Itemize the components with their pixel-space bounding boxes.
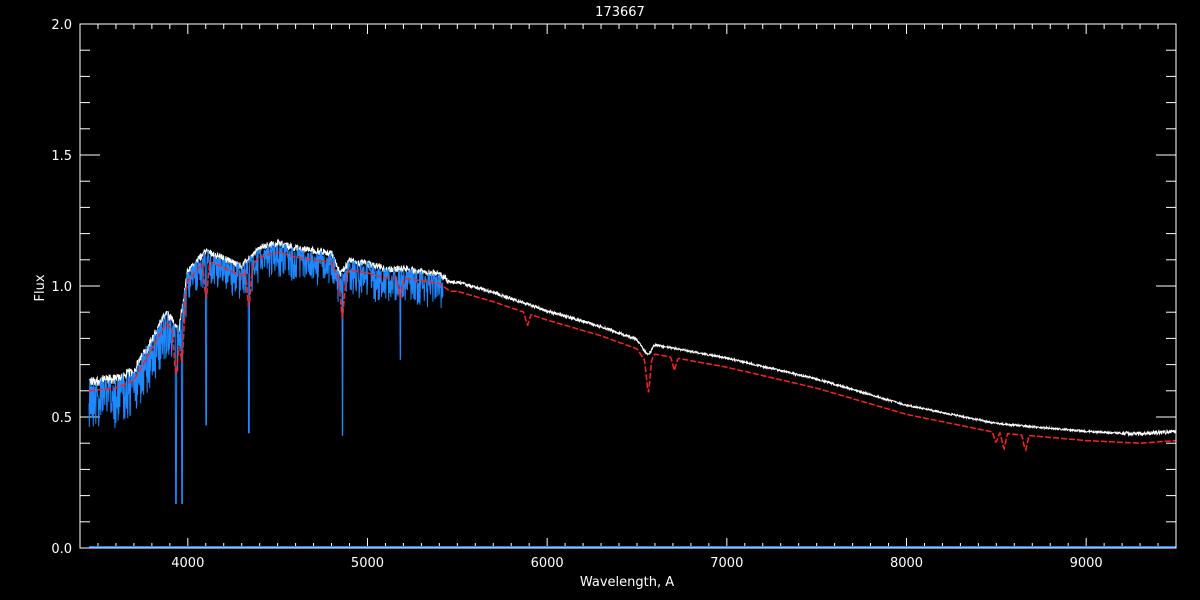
plot-frame — [79, 23, 1177, 549]
x-tick-label: 4000 — [171, 556, 204, 571]
x-tick-label: 6000 — [531, 556, 564, 571]
chart-title: 173667 — [595, 5, 645, 20]
y-tick-label: 2.0 — [51, 18, 72, 33]
series-group — [88, 238, 1177, 548]
y-tick-label: 1.5 — [51, 149, 72, 164]
y-tick-label: 0.0 — [51, 542, 72, 557]
x-tick-label: 8000 — [890, 556, 923, 571]
x-axis-label: Wavelength, A — [580, 575, 674, 590]
tick-labels: 4000 5000 6000 7000 8000 9000 0.0 0.5 1.0 1.5 2.0 — [51, 18, 1102, 571]
y-axis-label: Flux — [33, 274, 48, 301]
x-tick-label: 7000 — [710, 556, 743, 571]
x-tick-label: 9000 — [1070, 556, 1103, 571]
y-tick-label: 0.5 — [51, 411, 72, 426]
y-tick-label: 1.0 — [51, 280, 72, 295]
spectrum-line — [88, 242, 444, 504]
smoothed-model-line — [88, 251, 1176, 452]
x-tick-label: 5000 — [351, 556, 384, 571]
